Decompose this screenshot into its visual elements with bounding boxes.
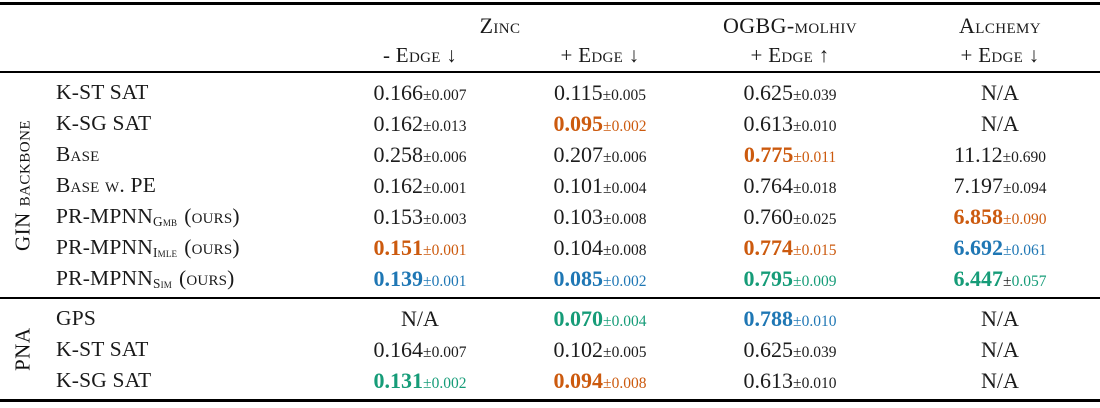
table-row: K-SG SAT 0.162±0.013 0.095±0.002 0.613±0.01… — [0, 108, 1100, 139]
metric-cell: 0.788±0.010 — [743, 305, 837, 331]
table-row: PR-MPNNSim (ours) 0.139±0.001 0.085±0.002 0.… — [0, 263, 1100, 294]
subheader-zinc-plus-edge: + Edge ↓ — [560, 42, 640, 67]
table-row: PR-MPNNImle (ours) 0.151±0.001 0.104±0.008 0… — [0, 232, 1100, 263]
subheader-zinc-minus-edge: - Edge ↓ — [382, 42, 458, 67]
table-header: Zinc OGBG-molhiv Alchemy - Edge ↓ + Edge… — [0, 5, 1100, 71]
metric-cell: N/A — [401, 305, 439, 331]
metric-cell: 0.258±0.006 — [373, 141, 467, 167]
method-label: PR-MPNNGmb (ours) — [56, 203, 240, 229]
method-label: GPS — [56, 306, 97, 330]
metric-cell: 0.760±0.025 — [743, 203, 837, 229]
column-header-zinc: Zinc — [479, 13, 521, 38]
metric-cell: 0.094±0.008 — [553, 367, 647, 393]
section-gin-backbone: GIN backbone K-ST SAT 0.166±0.007 0.115±0.… — [0, 73, 1100, 297]
table-row: PR-MPNNGmb (ours) 0.153±0.003 0.103±0.008 0.… — [0, 201, 1100, 232]
group-label-gin-backbone: GIN backbone — [10, 119, 35, 251]
table-row: K-SG SAT 0.131±0.002 0.094±0.008 0.613±0.01… — [0, 365, 1100, 396]
metric-cell: 0.095±0.002 — [553, 110, 647, 136]
metric-cell: 0.103±0.008 — [553, 203, 647, 229]
metric-cell: 0.104±0.008 — [553, 234, 647, 260]
metric-cell: 0.131±0.002 — [373, 367, 467, 393]
metric-cell: 0.795±0.009 — [743, 265, 837, 291]
metric-cell: 0.102±0.005 — [553, 336, 647, 362]
method-label: K-SG SAT — [56, 111, 152, 135]
metric-cell: 0.139±0.001 — [373, 265, 467, 291]
metric-cell: 0.162±0.013 — [373, 110, 467, 136]
metric-cell: 0.164±0.007 — [373, 336, 467, 362]
section-divider-rule — [0, 297, 1100, 299]
bottom-rule — [0, 399, 1100, 402]
table-row: GPS N/A 0.070±0.004 0.788±0.010 N/A — [0, 303, 1100, 334]
column-header-alchemy: Alchemy — [958, 13, 1042, 38]
table-row: Base w. PE 0.162±0.001 0.101±0.004 0.764±0.… — [0, 170, 1100, 201]
subheader-ogbg-plus-edge: + Edge ↑ — [750, 42, 830, 67]
table-row: K-ST SAT 0.164±0.007 0.102±0.005 0.625±0.03… — [0, 334, 1100, 365]
metric-cell: N/A — [981, 336, 1019, 362]
group-label-pna: PNA — [10, 327, 35, 371]
metric-cell: 0.151±0.001 — [373, 234, 467, 260]
metric-cell: 7.197±0.094 — [953, 172, 1047, 198]
metric-cell: 0.625±0.039 — [743, 336, 837, 362]
section-pna: PNA GPS N/A 0.070±0.004 0.788±0.010 N/A K-ST … — [0, 299, 1100, 399]
metric-cell: 11.12±0.690 — [953, 141, 1047, 167]
subheader-alchemy-plus-edge: + Edge ↓ — [960, 42, 1040, 67]
method-label: Base w. PE — [56, 173, 157, 197]
metric-cell: 0.764±0.018 — [743, 172, 837, 198]
metric-cell: 0.625±0.039 — [743, 79, 837, 105]
metric-cell: 0.775±0.011 — [743, 141, 837, 167]
metric-cell: 0.115±0.005 — [553, 79, 647, 105]
metric-cell: 0.101±0.004 — [553, 172, 647, 198]
metric-cell: N/A — [981, 305, 1019, 331]
metric-cell: 0.162±0.001 — [373, 172, 467, 198]
metric-cell: 0.070±0.004 — [553, 305, 647, 331]
method-label: PR-MPNNImle (ours) — [56, 234, 240, 260]
metric-cell: N/A — [981, 79, 1019, 105]
metric-cell: 6.692±0.061 — [953, 234, 1047, 260]
metric-cell: 0.207±0.006 — [553, 141, 647, 167]
method-label: K-SG SAT — [56, 368, 152, 392]
method-label: PR-MPNNSim (ours) — [56, 265, 235, 291]
metric-cell: 0.613±0.010 — [743, 110, 837, 136]
metric-cell: 0.153±0.003 — [373, 203, 467, 229]
top-rule — [0, 2, 1100, 5]
metric-cell: 0.166±0.007 — [373, 79, 467, 105]
table-row: Base 0.258±0.006 0.207±0.006 0.775±0.011 11.… — [0, 139, 1100, 170]
method-label: Base — [56, 142, 100, 166]
metric-cell: 0.085±0.002 — [553, 265, 647, 291]
column-header-ogbg-molhiv: OGBG-molhiv — [722, 13, 858, 38]
metric-cell: 0.613±0.010 — [743, 367, 837, 393]
metric-cell: 6.447±0.057 — [953, 265, 1047, 291]
metric-cell: N/A — [981, 367, 1019, 393]
header-rule — [0, 71, 1100, 73]
method-label: K-ST SAT — [56, 80, 149, 104]
metric-cell: 0.774±0.015 — [743, 234, 837, 260]
method-label: K-ST SAT — [56, 337, 149, 361]
metric-cell: 6.858±0.090 — [953, 203, 1047, 229]
table-row: K-ST SAT 0.166±0.007 0.115±0.005 0.625±0.03… — [0, 77, 1100, 108]
metric-cell: N/A — [981, 110, 1019, 136]
